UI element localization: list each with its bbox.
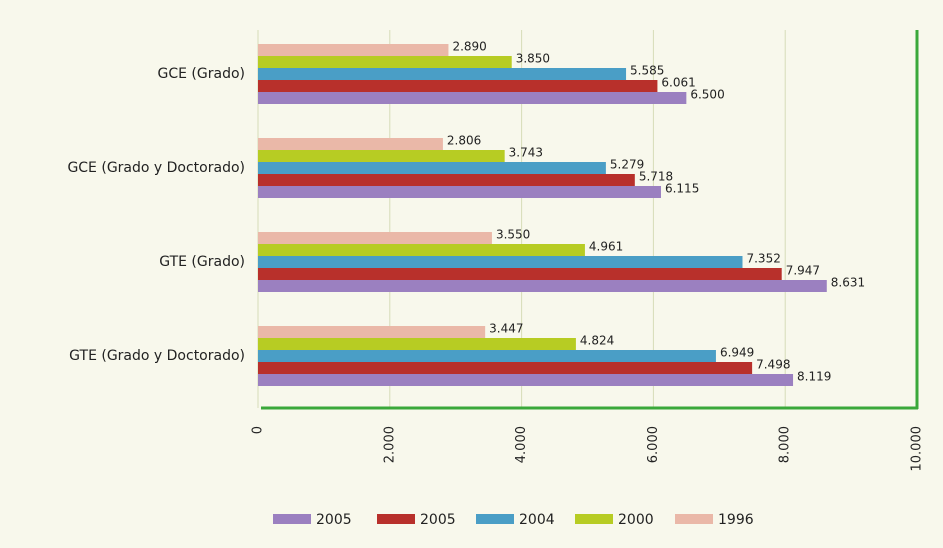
- bar: [258, 186, 661, 198]
- bar: [258, 92, 687, 104]
- bar: [258, 138, 443, 150]
- bar: [258, 56, 512, 68]
- value-label: 3.550: [496, 228, 530, 242]
- value-label: 3.850: [516, 52, 550, 66]
- value-label: 8.631: [831, 276, 865, 290]
- bar: [258, 338, 576, 350]
- bar: [258, 268, 782, 280]
- value-label: 5.585: [630, 64, 664, 78]
- bar: [258, 244, 585, 256]
- value-label: 6.500: [690, 88, 724, 102]
- x-tick-label: 0: [251, 426, 266, 434]
- value-label: 3.743: [509, 146, 543, 160]
- bar: [258, 326, 486, 338]
- bar: [258, 174, 635, 186]
- value-label: 6.949: [720, 346, 754, 360]
- legend-swatch: [273, 514, 311, 524]
- value-label: 3.447: [489, 322, 523, 336]
- value-label: 2.806: [447, 134, 481, 148]
- value-label: 7.352: [746, 252, 780, 266]
- value-label: 8.119: [797, 370, 831, 384]
- legend-swatch: [377, 514, 415, 524]
- bar: [258, 350, 716, 362]
- x-tick-label: 2.000: [382, 426, 397, 463]
- legend-label: 2004: [519, 512, 555, 528]
- value-label: 4.961: [589, 240, 623, 254]
- bar: [258, 44, 449, 56]
- value-label: 5.279: [610, 158, 644, 172]
- bar: [258, 68, 627, 80]
- value-label: 2.890: [452, 40, 486, 54]
- category-label: GCE (Grado): [158, 66, 245, 82]
- value-label: 6.115: [665, 182, 699, 196]
- legend-swatch: [476, 514, 514, 524]
- value-label: 4.824: [580, 334, 614, 348]
- bar: [258, 280, 827, 292]
- bar: [258, 150, 505, 162]
- category-label: GCE (Grado y Doctorado): [67, 160, 245, 176]
- bar: [258, 162, 606, 174]
- x-tick-label: 4.000: [514, 426, 529, 463]
- category-label: GTE (Grado y Doctorado): [69, 348, 245, 364]
- bar: [258, 80, 658, 92]
- legend-label: 2000: [618, 512, 654, 528]
- legend-label: 2005: [316, 512, 352, 528]
- value-label: 7.947: [786, 264, 820, 278]
- legend-label: 1996: [718, 512, 754, 528]
- legend-label: 2005: [420, 512, 456, 528]
- value-label: 5.718: [639, 170, 673, 184]
- bar: [258, 256, 743, 268]
- bar: [258, 232, 492, 244]
- bar: [258, 374, 794, 386]
- bar: [258, 362, 753, 374]
- legend-swatch: [575, 514, 613, 524]
- x-tick-label: 10.000: [910, 426, 925, 472]
- legend-swatch: [675, 514, 713, 524]
- category-label: GTE (Grado): [159, 254, 245, 270]
- x-tick-label: 8.000: [778, 426, 793, 463]
- value-label: 7.498: [756, 358, 790, 372]
- x-tick-label: 6.000: [646, 426, 661, 463]
- value-label: 6.061: [661, 76, 695, 90]
